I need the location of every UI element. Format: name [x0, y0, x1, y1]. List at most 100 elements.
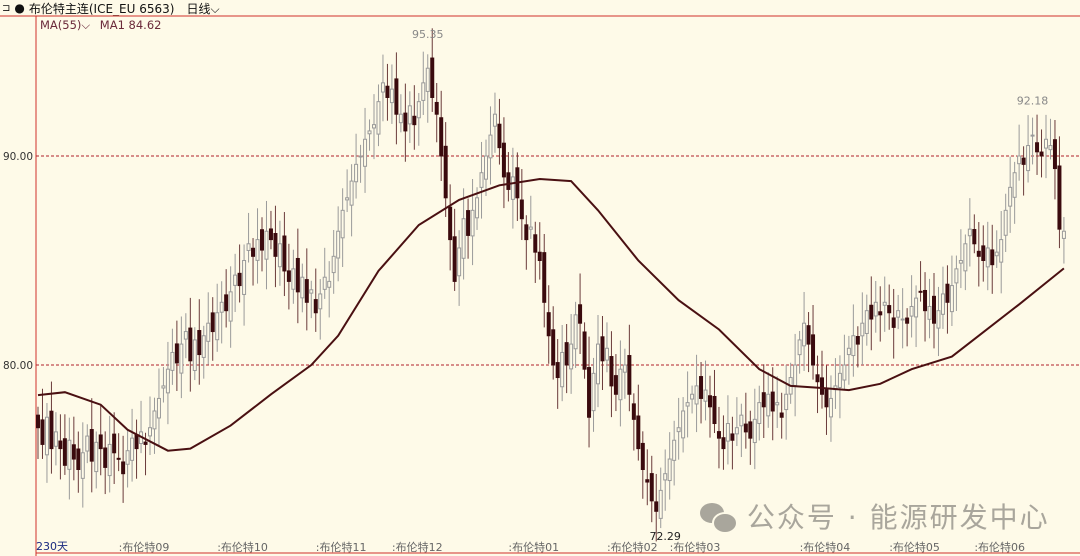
candle-down	[251, 247, 256, 257]
candle-up	[994, 251, 999, 257]
candle-down	[448, 206, 453, 241]
candle-down	[945, 283, 950, 303]
candle-up	[909, 305, 914, 317]
candle-down	[273, 233, 278, 257]
candle-down	[537, 251, 542, 262]
indicator-legend: MA(55)⌵ MA1 84.62	[40, 18, 161, 33]
candle-up	[1008, 186, 1013, 207]
candle-up	[309, 289, 314, 294]
candle-up	[1026, 145, 1031, 172]
candle-down	[779, 412, 784, 418]
period-selector[interactable]: 日线⌵	[186, 0, 219, 17]
candle-down	[412, 115, 417, 126]
candle-down	[645, 479, 650, 483]
candle-up	[681, 410, 686, 439]
candle-up	[896, 310, 901, 318]
candle-down	[1021, 157, 1026, 165]
candle-down	[1035, 142, 1040, 153]
candle-up	[363, 138, 368, 167]
candle-down	[824, 389, 829, 408]
candle-up	[67, 439, 72, 470]
candle-up	[658, 489, 663, 519]
candle-down	[878, 311, 883, 316]
candle-down	[506, 172, 511, 190]
candle-up	[510, 176, 515, 200]
x-tick-label: :布伦特01	[508, 540, 559, 554]
candle-up	[954, 268, 959, 284]
candle-up	[228, 291, 233, 322]
candle-up	[219, 301, 224, 313]
period-label: 日线	[186, 1, 211, 16]
candle-down	[811, 334, 816, 366]
candle-down	[430, 57, 435, 98]
candle-up	[802, 322, 807, 347]
candle-up	[349, 180, 354, 206]
candle-up	[300, 276, 305, 299]
candle-up	[488, 134, 493, 159]
candle-down	[869, 304, 874, 320]
panel-toggle-icon[interactable]: ⊐	[2, 2, 11, 14]
candle-up	[264, 230, 269, 260]
candle-down	[627, 355, 632, 395]
candle-up	[851, 335, 856, 357]
candle-up	[201, 335, 206, 358]
candle-down	[313, 299, 318, 314]
candle-up	[985, 247, 990, 268]
candle-down	[981, 245, 986, 262]
candle-up	[318, 293, 323, 310]
candle-down	[439, 117, 444, 157]
candle-up	[80, 452, 85, 479]
candle-up	[372, 124, 376, 129]
candle-up	[837, 372, 842, 388]
candle-down	[143, 441, 148, 445]
x-tick-label: :布伦特09	[119, 540, 170, 554]
candle-down	[497, 123, 502, 149]
candle-up	[667, 458, 672, 482]
candle-up	[797, 339, 802, 356]
days-count-label: 230天	[36, 540, 68, 553]
candle-down	[708, 395, 712, 408]
candle-down	[636, 415, 641, 450]
candle-down	[71, 444, 76, 460]
indicator-name[interactable]: MA(55)	[40, 18, 82, 32]
candle-down	[40, 419, 45, 445]
candle-down	[524, 224, 529, 241]
candle-up	[864, 310, 869, 334]
candle-up	[734, 427, 739, 435]
candle-up	[354, 163, 359, 183]
candle-down	[770, 391, 775, 412]
candle-down	[434, 101, 439, 115]
candle-up	[107, 443, 112, 477]
x-tick-label: :布伦特03	[670, 540, 721, 554]
candle-up	[130, 437, 135, 461]
candle-down	[116, 457, 121, 460]
candle-up	[882, 301, 887, 306]
candle-up	[165, 368, 170, 394]
candle-up	[618, 368, 623, 401]
candle-up	[421, 82, 426, 101]
candle-up	[331, 255, 336, 274]
candle-up	[94, 441, 99, 473]
candle-up	[416, 101, 421, 119]
candle-up	[148, 427, 152, 437]
candle-up	[479, 172, 484, 188]
candle-down	[282, 235, 287, 272]
candle-up	[694, 385, 699, 405]
candle-up	[596, 343, 600, 385]
candle-down	[748, 421, 753, 439]
candle-up	[1030, 134, 1035, 137]
candle-up	[1003, 209, 1008, 236]
candle-up	[685, 402, 690, 407]
y-tick-label: 80.00	[3, 360, 33, 372]
watermark: 公众号 · 能源研发中心	[700, 496, 1050, 536]
candle-down	[295, 257, 300, 293]
candle-up	[389, 88, 394, 104]
candle-down	[260, 229, 264, 251]
candle-up	[322, 276, 327, 290]
chevron-down-icon[interactable]: ⌵	[81, 18, 91, 32]
candle-down	[918, 290, 923, 293]
candle-up	[958, 260, 963, 264]
candle-up	[470, 209, 475, 237]
candle-down	[905, 317, 910, 324]
